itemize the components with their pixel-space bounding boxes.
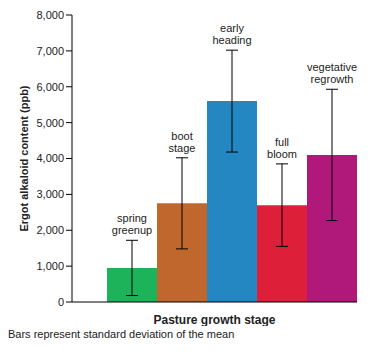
svg-text:5,000: 5,000 bbox=[36, 117, 64, 129]
svg-text:7,000: 7,000 bbox=[36, 45, 64, 57]
svg-text:earlyheading: earlyheading bbox=[212, 22, 251, 46]
svg-text:1,000: 1,000 bbox=[36, 260, 64, 272]
svg-text:6,000: 6,000 bbox=[36, 81, 64, 93]
svg-text:bootstage: bootstage bbox=[169, 130, 196, 154]
svg-text:Ergot alkaloid content (ppb): Ergot alkaloid content (ppb) bbox=[18, 85, 30, 231]
svg-text:0: 0 bbox=[58, 296, 64, 308]
svg-text:8,000: 8,000 bbox=[36, 9, 64, 21]
svg-text:fullbloom: fullbloom bbox=[267, 136, 297, 160]
svg-text:Pasture growth stage: Pasture growth stage bbox=[153, 313, 275, 326]
html-text:Bars represent standard deviat: Bars represent standard deviation of the… bbox=[8, 328, 235, 340]
svg-text:2,000: 2,000 bbox=[36, 224, 64, 236]
svg-text:3,000: 3,000 bbox=[36, 188, 64, 200]
svg-text:4,000: 4,000 bbox=[36, 152, 64, 164]
svg-text:vegetativeregrowth: vegetativeregrowth bbox=[307, 61, 357, 85]
svg-text:springgreenup: springgreenup bbox=[112, 212, 152, 236]
